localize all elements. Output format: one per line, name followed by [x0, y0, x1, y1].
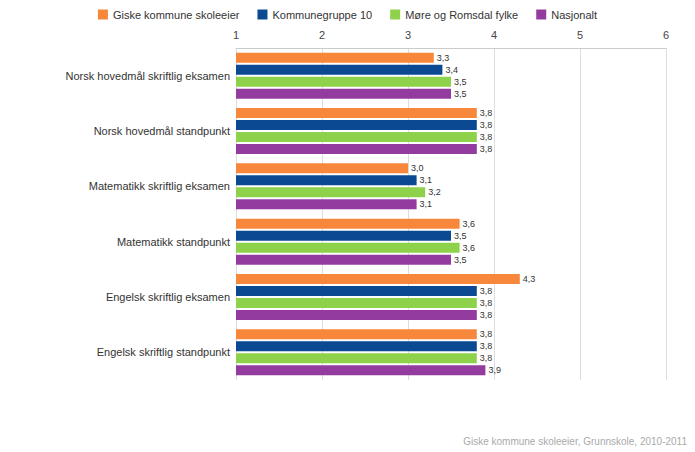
- svg-text:2: 2: [319, 29, 325, 41]
- svg-text:3: 3: [405, 29, 411, 41]
- svg-text:3,8: 3,8: [480, 298, 493, 308]
- svg-text:4,3: 4,3: [523, 274, 536, 284]
- svg-text:3,3: 3,3: [437, 53, 450, 63]
- svg-text:3,8: 3,8: [480, 310, 493, 320]
- svg-text:Giske kommune skoleeier: Giske kommune skoleeier: [113, 9, 240, 21]
- svg-text:4: 4: [491, 29, 497, 41]
- svg-text:3,5: 3,5: [454, 77, 467, 87]
- svg-text:3,1: 3,1: [420, 199, 433, 209]
- svg-text:3,0: 3,0: [411, 163, 424, 173]
- svg-text:3,8: 3,8: [480, 120, 493, 130]
- svg-text:3,2: 3,2: [428, 187, 441, 197]
- svg-text:3,8: 3,8: [480, 286, 493, 296]
- svg-text:3,5: 3,5: [454, 231, 467, 241]
- svg-text:3,5: 3,5: [454, 89, 467, 99]
- svg-text:Møre og Romsdal fylke: Møre og Romsdal fylke: [405, 9, 518, 21]
- svg-text:Kommunegruppe 10: Kommunegruppe 10: [272, 9, 372, 21]
- svg-text:3,6: 3,6: [463, 219, 476, 229]
- svg-text:3,9: 3,9: [488, 365, 501, 375]
- svg-text:6: 6: [663, 29, 669, 41]
- svg-text:Norsk hovedmål skriftlig eksam: Norsk hovedmål skriftlig eksamen: [66, 70, 230, 82]
- svg-text:3,8: 3,8: [480, 329, 493, 339]
- svg-text:Giske kommune skoleeier, Grunn: Giske kommune skoleeier, Grunnskole, 201…: [463, 436, 687, 447]
- svg-text:3,8: 3,8: [480, 132, 493, 142]
- svg-text:1: 1: [233, 29, 239, 41]
- svg-text:Norsk hovedmål standpunkt: Norsk hovedmål standpunkt: [94, 125, 230, 137]
- svg-text:Engelsk skriftlig standpunkt: Engelsk skriftlig standpunkt: [97, 346, 230, 358]
- svg-text:3,4: 3,4: [445, 65, 458, 75]
- svg-text:3,8: 3,8: [480, 108, 493, 118]
- svg-text:Engelsk skriftlig eksamen: Engelsk skriftlig eksamen: [106, 291, 230, 303]
- svg-text:Nasjonalt: Nasjonalt: [551, 9, 597, 21]
- svg-text:5: 5: [577, 29, 583, 41]
- svg-text:3,8: 3,8: [480, 144, 493, 154]
- svg-text:Matematikk standpunkt: Matematikk standpunkt: [117, 236, 230, 248]
- svg-text:3,1: 3,1: [420, 175, 433, 185]
- svg-text:3,8: 3,8: [480, 341, 493, 351]
- svg-text:3,8: 3,8: [480, 353, 493, 363]
- svg-text:3,6: 3,6: [463, 243, 476, 253]
- svg-text:Matematikk skriftlig eksamen: Matematikk skriftlig eksamen: [89, 180, 230, 192]
- svg-text:3,5: 3,5: [454, 255, 467, 265]
